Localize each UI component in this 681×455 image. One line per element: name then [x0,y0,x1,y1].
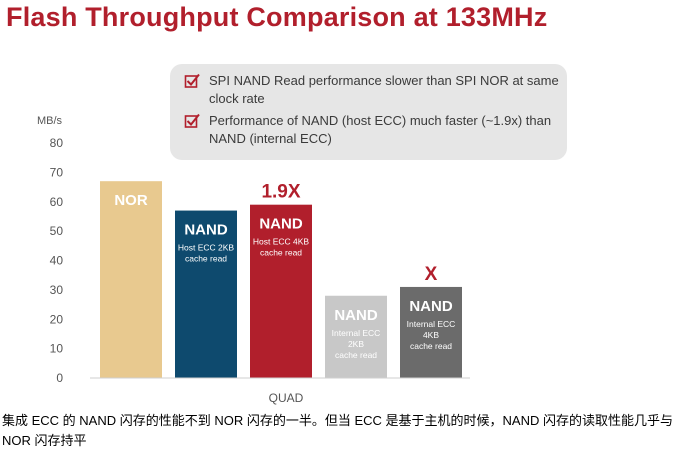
bar-sublabel: cache read [335,350,377,360]
bar-label: NOR [114,192,148,209]
bar-sublabel: Host ECC 2KB [178,243,235,253]
y-axis-label: MB/s [37,115,63,127]
y-tick-label: 30 [50,283,64,297]
bar [325,295,387,378]
bar-sublabel: cache read [260,248,302,258]
checkbox-checked-icon [184,113,200,128]
bar-sublabel: Internal ECC [407,319,456,329]
bar-label: NAND [184,222,227,239]
bar [250,204,312,378]
callout-bullet-text: SPI NAND Read performance slower than SP… [209,73,559,106]
bar-annotation: 1.9X [261,182,300,203]
y-tick-label: 60 [50,195,64,209]
callout-bullet: SPI NAND Read performance slower than SP… [184,72,559,108]
y-tick-label: 0 [56,371,63,385]
bar-sublabel: cache read [185,254,227,264]
callout-bullet-text: Performance of NAND (host ECC) much fast… [209,113,552,146]
bar [100,181,162,378]
bar-sublabel: 2KB [348,339,364,349]
y-tick-label: 50 [50,224,64,238]
bar [175,210,237,378]
throughput-bar-chart: MB/s 0 10 20 30 40 50 60 70 80 NOR NAND Host ECC 2KB… [37,115,470,405]
checkbox-checked-icon [184,73,200,88]
bar-sublabel: cache read [410,341,452,351]
y-tick-label: 20 [50,312,64,326]
bar-label: NAND [259,216,302,233]
caption-text: 集成 ECC 的 NAND 闪存的性能不到 NOR 闪存的一半。但当 ECC 是… [2,413,673,448]
bar-sublabel: 4KB [423,330,439,340]
bar-label: NAND [334,307,377,324]
page-title: Flash Throughput Comparison at 133MHz [6,2,548,32]
y-tick-label: 40 [50,254,64,268]
bar [400,286,462,378]
bar-sublabel: Internal ECC [332,328,381,338]
y-tick-label: 70 [50,165,64,179]
callout-box: SPI NAND Read performance slower than SP… [170,64,567,160]
y-tick-label: 10 [50,342,64,356]
bar-annotation: X [425,264,438,285]
y-tick-label: 80 [50,136,64,150]
bar-label: NAND [409,298,452,315]
x-axis-label: QUAD [269,391,304,405]
callout-bullet: Performance of NAND (host ECC) much fast… [184,112,559,148]
bar-sublabel: Host ECC 4KB [253,237,310,247]
